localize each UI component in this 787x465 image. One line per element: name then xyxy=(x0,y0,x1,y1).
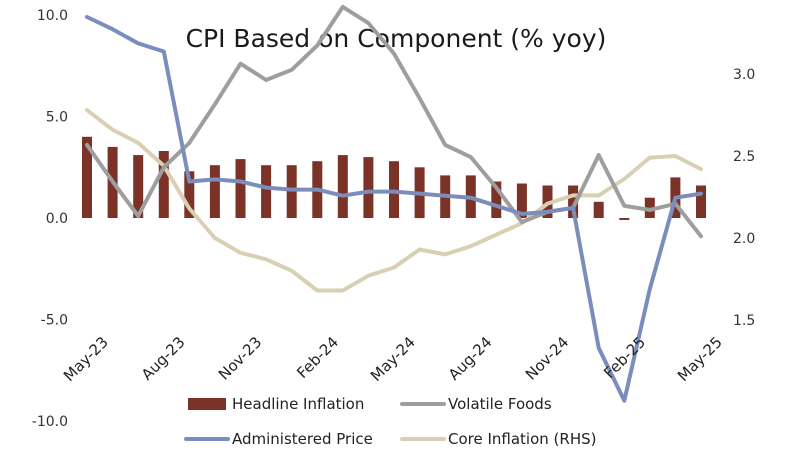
core-inflation-rhs-line xyxy=(85,108,703,293)
headline-bar-apr-24 xyxy=(363,157,374,218)
headline-bar-oct-23 xyxy=(209,165,220,218)
headline-bar-jan-25 xyxy=(593,201,604,218)
legend-label-volatile-foods: Volatile Foods xyxy=(448,395,552,413)
x-axis-tick-label: Feb-24 xyxy=(293,333,342,382)
x-axis-tick-label: Feb-25 xyxy=(600,333,649,382)
left-axis-tick-label: -10.0 xyxy=(32,414,68,430)
x-axis-tick-label: Aug-24 xyxy=(445,333,496,384)
headline-bar-mar-24 xyxy=(337,155,348,218)
x-axis-tick-label: Nov-24 xyxy=(522,333,572,383)
administered-price-line xyxy=(85,15,703,403)
headline-bar-may-25 xyxy=(696,185,706,218)
left-axis-ticks: 10.0 5.0 0.0 -5.0 -10.0 xyxy=(32,8,68,430)
headline-bar-sep-23 xyxy=(184,171,195,218)
headline-bar-sep-24 xyxy=(491,181,502,218)
legend-swatch-headline-inflation xyxy=(188,398,226,410)
chart-title: CPI Based on Component (% yoy) xyxy=(186,24,607,53)
headline-bar-feb-25 xyxy=(619,218,630,220)
headline-bar-oct-24 xyxy=(516,183,527,218)
left-axis-tick-label: 0.0 xyxy=(46,211,68,227)
volatile-foods-line xyxy=(85,4,703,239)
x-axis-tick-label: May-25 xyxy=(674,333,726,385)
headline-bar-nov-23 xyxy=(235,159,246,218)
x-axis-tick-label: Aug-23 xyxy=(138,333,189,384)
legend-label-administered-price: Administered Price xyxy=(232,430,373,448)
headline-bar-jul-23 xyxy=(133,155,144,218)
legend-label-core-inflation-rhs: Core Inflation (RHS) xyxy=(448,430,596,448)
headline-bar-dec-23 xyxy=(261,165,272,218)
legend: Headline Inflation Volatile Foods Administ… xyxy=(184,395,596,448)
right-axis-tick-label: 2.0 xyxy=(733,231,755,247)
lines-layer xyxy=(85,4,703,403)
x-axis-tick-label: May-23 xyxy=(60,333,112,385)
headline-bar-may-23 xyxy=(82,136,92,218)
x-axis-ticks: May-23 Aug-23 Nov-23 Feb-24 May-24 Aug-24 Nov-… xyxy=(60,333,726,385)
x-axis-tick-label: May-24 xyxy=(367,333,419,385)
right-axis-tick-label: 2.5 xyxy=(733,149,755,165)
left-axis-tick-label: -5.0 xyxy=(41,313,68,329)
headline-bar-aug-23 xyxy=(158,151,169,218)
left-axis-tick-label: 10.0 xyxy=(37,8,68,24)
legend-label-headline-inflation: Headline Inflation xyxy=(232,395,364,413)
headline-bar-dec-24 xyxy=(568,185,579,218)
right-axis-ticks: 3.0 2.5 2.0 1.5 xyxy=(733,67,755,329)
right-axis-tick-label: 3.0 xyxy=(733,67,755,83)
x-axis-tick-label: Nov-23 xyxy=(215,333,265,383)
left-axis-tick-label: 5.0 xyxy=(46,110,68,126)
right-axis-tick-label: 1.5 xyxy=(733,313,755,329)
